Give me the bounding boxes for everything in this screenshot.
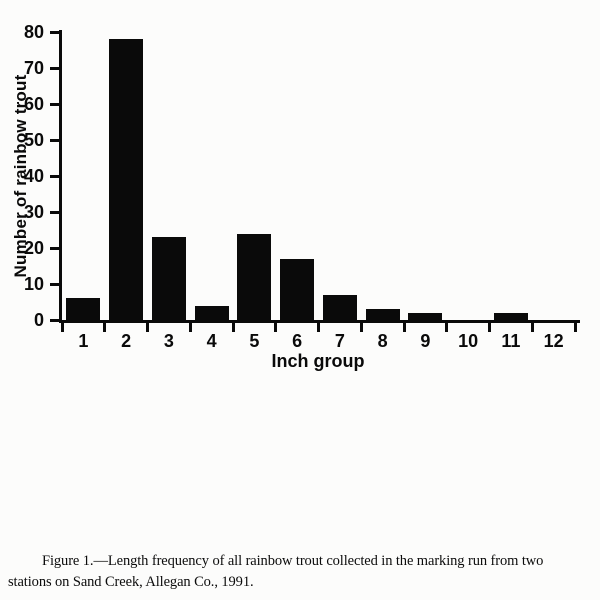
- bar: [493, 312, 528, 320]
- x-tick-label: 1: [78, 331, 89, 351]
- x-tick-label: 9: [420, 331, 431, 351]
- y-tick-label: 20: [23, 238, 44, 258]
- plot-area: 0 10 20 30 40 50 60 70 80 1 2 3 4 5 6 7 8 9 10 11 12: [24, 22, 580, 351]
- x-tick-label: 2: [121, 331, 132, 351]
- y-tick-mark: [50, 66, 59, 70]
- caption-line-2: stations on Sand Creek, Allegan Co., 199…: [8, 573, 254, 590]
- bar: [280, 258, 315, 320]
- bar: [365, 309, 400, 320]
- bar: [237, 233, 272, 320]
- y-tick-label: 70: [23, 58, 44, 78]
- y-tick-mark: [50, 246, 59, 250]
- y-tick-mark: [50, 318, 59, 322]
- y-tick-mark: [50, 30, 59, 34]
- caption-line-1: Figure 1.—Length frequency of all rainbo…: [42, 553, 544, 569]
- y-tick-label: 0: [33, 310, 44, 330]
- x-tick-label: 7: [334, 331, 345, 351]
- y-tick-mark: [50, 174, 59, 178]
- x-axis-line: [59, 320, 580, 323]
- y-tick-mark: [50, 210, 59, 214]
- x-tick-mark: [231, 323, 235, 332]
- bar: [66, 298, 101, 320]
- x-tick-label: 5: [249, 331, 260, 351]
- x-tick-mark: [146, 323, 149, 332]
- x-tick-mark: [188, 323, 192, 332]
- y-tick-label: 60: [23, 94, 44, 114]
- y-tick-label: 30: [23, 202, 44, 222]
- x-tick-label: 12: [543, 331, 564, 351]
- bar: [109, 39, 144, 320]
- bar: [408, 312, 443, 320]
- x-tick-label: 10: [458, 331, 479, 351]
- x-tick-mark: [402, 323, 406, 332]
- x-tick-mark: [60, 323, 64, 332]
- x-tick-mark: [530, 323, 534, 332]
- bar: [151, 237, 186, 320]
- y-tick-label: 40: [23, 166, 44, 186]
- bar: [322, 294, 357, 320]
- x-tick-mark: [573, 323, 577, 332]
- x-tick-label: 6: [292, 331, 303, 351]
- y-tick-mark: [50, 138, 59, 142]
- x-tick-mark: [488, 323, 491, 332]
- y-axis-line: [59, 30, 62, 323]
- y-tick-mark: [50, 102, 59, 106]
- bar: [194, 305, 229, 320]
- x-tick-label: 8: [377, 331, 388, 351]
- x-tick-mark: [317, 323, 320, 332]
- x-tick-mark: [274, 323, 278, 332]
- x-tick-mark: [103, 323, 107, 332]
- x-tick-label: 3: [163, 331, 174, 351]
- y-tick-label: 50: [23, 130, 44, 150]
- y-tick-label: 10: [23, 274, 44, 294]
- y-tick-mark: [50, 282, 59, 286]
- figure-caption: Figure 1.—Length frequency of all rainbo…: [8, 551, 586, 592]
- x-tick-label: 4: [206, 331, 217, 351]
- y-tick-label: 80: [23, 22, 44, 42]
- x-tick-mark: [359, 323, 363, 332]
- x-axis-title: Inch group: [271, 351, 365, 371]
- x-tick-label: 11: [501, 331, 521, 351]
- x-tick-mark: [445, 323, 449, 332]
